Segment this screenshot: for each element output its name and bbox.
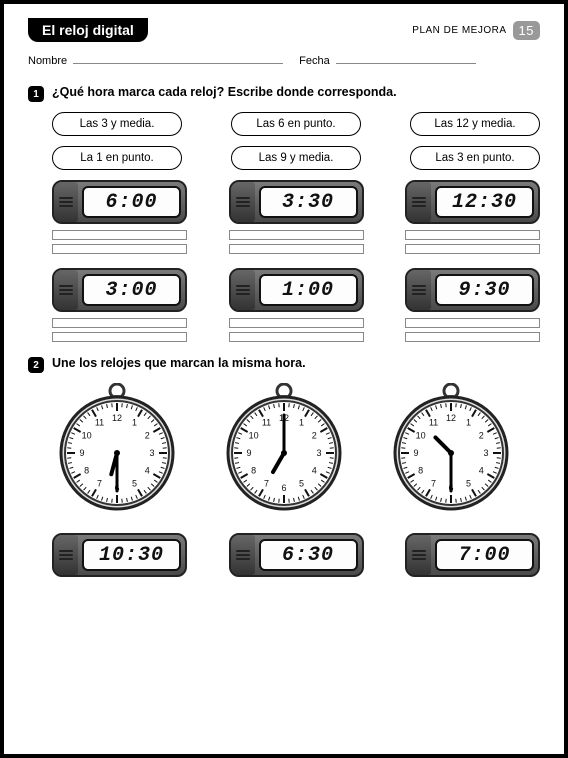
time-pill: Las 12 y media.: [410, 112, 540, 136]
answer-box[interactable]: [52, 332, 187, 342]
svg-text:3: 3: [483, 448, 488, 458]
svg-text:2: 2: [312, 431, 317, 441]
svg-text:10: 10: [249, 431, 259, 441]
question-1-badge: 1: [28, 86, 44, 102]
digital-clock: 3:00: [52, 268, 187, 312]
svg-text:12: 12: [112, 413, 122, 423]
plan-box: PLAN DE MEJORA 15: [412, 21, 540, 40]
digital-clock: 1:00: [229, 268, 364, 312]
name-input-line[interactable]: [73, 54, 283, 64]
svg-text:5: 5: [299, 478, 304, 488]
svg-text:4: 4: [312, 466, 317, 476]
answer-box[interactable]: [229, 318, 364, 328]
plan-label: PLAN DE MEJORA: [412, 25, 506, 36]
answer-box[interactable]: [229, 230, 364, 240]
clock-display: 3:30: [259, 186, 358, 218]
time-pill: Las 3 y media.: [52, 112, 182, 136]
svg-text:6: 6: [281, 483, 286, 493]
svg-text:11: 11: [262, 418, 271, 428]
svg-text:8: 8: [84, 466, 89, 476]
date-label: Fecha: [299, 55, 330, 67]
answer-box[interactable]: [405, 332, 540, 342]
svg-text:2: 2: [479, 431, 484, 441]
answer-box[interactable]: [405, 230, 540, 240]
clock-display: 9:30: [435, 274, 534, 306]
svg-text:4: 4: [145, 466, 150, 476]
svg-text:4: 4: [479, 466, 484, 476]
svg-text:7: 7: [264, 478, 269, 488]
question-1-text: ¿Qué hora marca cada reloj? Escribe dond…: [52, 85, 397, 102]
date-field: Fecha: [299, 54, 476, 67]
time-pill: Las 6 en punto.: [231, 112, 361, 136]
svg-text:11: 11: [95, 418, 104, 428]
answer-box[interactable]: [52, 318, 187, 328]
svg-text:9: 9: [79, 448, 84, 458]
digital-clock: 9:30: [405, 268, 540, 312]
time-pill: Las 9 y media.: [231, 146, 361, 170]
digital-clock: 3:30: [229, 180, 364, 224]
clock-display: 6:30: [259, 539, 358, 571]
question-2-text: Une los relojes que marcan la misma hora…: [52, 356, 306, 373]
svg-text:5: 5: [466, 478, 471, 488]
svg-text:8: 8: [418, 466, 423, 476]
svg-text:1: 1: [466, 418, 471, 428]
clock-display: 1:00: [259, 274, 358, 306]
clock-display: 7:00: [435, 539, 534, 571]
answer-box[interactable]: [405, 318, 540, 328]
digital-clock: 12:30: [405, 180, 540, 224]
svg-text:11: 11: [429, 418, 438, 428]
digital-clock: 6:00: [52, 180, 187, 224]
answer-box[interactable]: [52, 230, 187, 240]
clock-display: 12:30: [435, 186, 534, 218]
svg-text:3: 3: [316, 448, 321, 458]
clock-display: 6:00: [82, 186, 181, 218]
page-number: 15: [513, 21, 540, 40]
svg-text:5: 5: [132, 478, 137, 488]
digital-clock: 7:00: [405, 533, 540, 577]
time-pill: La 1 en punto.: [52, 146, 182, 170]
answer-box[interactable]: [405, 244, 540, 254]
clock-display: 3:00: [82, 274, 181, 306]
svg-text:7: 7: [431, 478, 436, 488]
svg-text:10: 10: [82, 431, 92, 441]
svg-text:1: 1: [132, 418, 137, 428]
answer-box[interactable]: [229, 244, 364, 254]
svg-text:12: 12: [446, 413, 456, 423]
svg-text:10: 10: [416, 431, 426, 441]
analog-clock: 121234567891011: [219, 383, 349, 523]
date-input-line[interactable]: [336, 54, 476, 64]
svg-text:9: 9: [246, 448, 251, 458]
name-label: Nombre: [28, 55, 67, 67]
clock-display: 10:30: [82, 539, 181, 571]
analog-clock: 121234567891011: [386, 383, 516, 523]
svg-text:8: 8: [251, 466, 256, 476]
time-pill: Las 3 en punto.: [410, 146, 540, 170]
digital-clock: 6:30: [229, 533, 364, 577]
svg-text:9: 9: [413, 448, 418, 458]
answer-box[interactable]: [52, 244, 187, 254]
svg-text:1: 1: [299, 418, 304, 428]
analog-clock: 121234567891011: [52, 383, 182, 523]
svg-text:3: 3: [149, 448, 154, 458]
name-field: Nombre: [28, 54, 283, 67]
digital-clock: 10:30: [52, 533, 187, 577]
svg-text:2: 2: [145, 431, 150, 441]
page-title: El reloj digital: [28, 18, 148, 42]
answer-box[interactable]: [229, 332, 364, 342]
svg-text:7: 7: [97, 478, 102, 488]
question-2-badge: 2: [28, 357, 44, 373]
